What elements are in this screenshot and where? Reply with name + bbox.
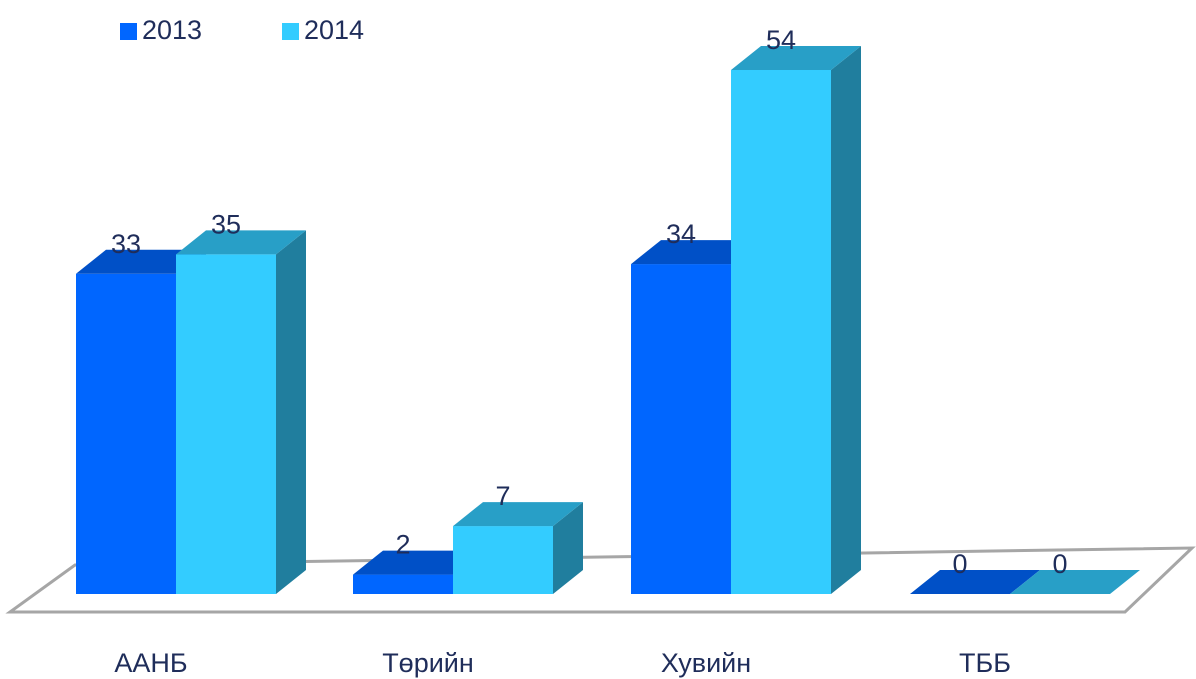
bar-top bbox=[353, 550, 483, 575]
bar bbox=[176, 254, 276, 595]
bar bbox=[76, 273, 176, 594]
value-label: 34 bbox=[666, 219, 696, 249]
bar-top bbox=[453, 502, 583, 527]
bar-top bbox=[910, 570, 1040, 594]
bar-top bbox=[631, 240, 761, 265]
bar bbox=[631, 264, 731, 594]
bar-top bbox=[76, 249, 206, 274]
legend-swatch bbox=[120, 23, 137, 40]
x-tick-label: ААНБ bbox=[114, 648, 187, 678]
bar bbox=[453, 526, 553, 594]
bar-side bbox=[276, 230, 306, 595]
value-label: 0 bbox=[952, 549, 967, 579]
x-tick-label: Хувийн bbox=[661, 648, 751, 678]
value-label: 7 bbox=[495, 481, 510, 511]
x-tick-label: Төрийн bbox=[382, 648, 474, 678]
bar-top bbox=[731, 46, 861, 70]
value-label: 2 bbox=[395, 530, 410, 560]
value-label: 54 bbox=[766, 25, 796, 55]
legend-label: 2013 bbox=[142, 15, 202, 45]
value-label: 35 bbox=[211, 209, 241, 239]
bar-side bbox=[831, 46, 861, 594]
x-tick-label: ТББ bbox=[959, 648, 1011, 678]
value-label: 0 bbox=[1052, 549, 1067, 579]
bar-side bbox=[553, 502, 583, 594]
bar-top bbox=[176, 230, 306, 255]
bar-top bbox=[1010, 570, 1140, 594]
value-label: 33 bbox=[111, 229, 141, 259]
legend-swatch bbox=[282, 23, 299, 40]
legend-label: 2014 bbox=[304, 15, 364, 45]
bar bbox=[353, 574, 453, 594]
bar bbox=[731, 70, 831, 594]
